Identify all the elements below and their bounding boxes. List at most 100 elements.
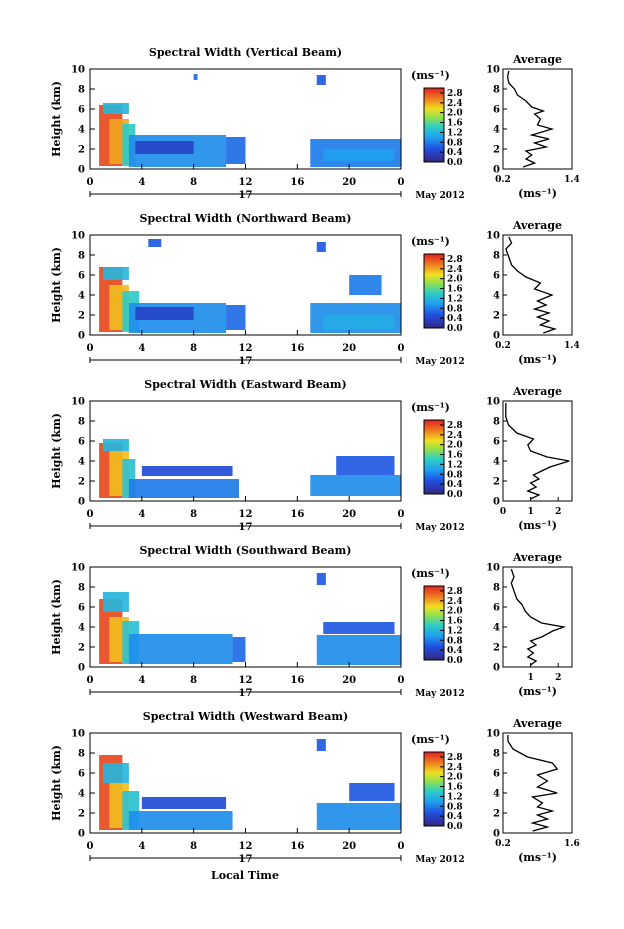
chart-title: Spectral Width (Northward Beam): [140, 212, 352, 225]
colorbar-tick-label: 2.8: [447, 753, 463, 763]
heatmap-cell: [102, 103, 129, 114]
average-title: Average: [512, 717, 562, 730]
heatmap-cells: [99, 239, 401, 333]
avg-y-tick-label: 2: [493, 311, 500, 322]
avg-y-tick-label: 8: [493, 85, 500, 96]
heatmap-cell: [102, 439, 129, 451]
y-tick-label: 6: [78, 437, 85, 448]
colorbar-tick-label: 0.8: [447, 802, 463, 812]
avg-x-tick-label: 1: [527, 507, 533, 517]
colorbar-tick-label: 2.0: [447, 109, 463, 119]
heatmap-cell: [316, 635, 401, 665]
y-axis-label: Height (km): [50, 579, 63, 655]
avg-y-tick-label: 0: [493, 331, 500, 342]
heatmap-cell: [349, 783, 395, 801]
avg-y-tick-label: 8: [493, 251, 500, 262]
x-tick-label: 4: [138, 177, 145, 188]
avg-y-tick-label: 4: [493, 623, 500, 634]
month-label: May 2012: [415, 357, 464, 367]
colorbar-tick-label: 2.4: [447, 265, 463, 275]
colorbar-tick-label: 1.6: [447, 783, 463, 793]
heatmap-cell: [316, 803, 401, 830]
heatmap-cells: [99, 439, 401, 498]
colorbar-tick-label: 0.0: [447, 324, 463, 334]
colorbar-tick-label: 0.0: [447, 822, 463, 832]
colorbar-tick-label: 0.0: [447, 490, 463, 500]
heatmap-cell: [310, 475, 401, 496]
colorbar-tick-label: 1.6: [447, 617, 463, 627]
colorbar-tick-label: 2.4: [447, 597, 463, 607]
y-tick-label: 0: [78, 663, 85, 674]
average-frame: [502, 566, 573, 668]
colorbar-tick-label: 2.4: [447, 431, 463, 441]
heatmap-cell: [323, 622, 395, 634]
average-profile-line: [506, 70, 555, 168]
avg-y-tick-label: 4: [493, 789, 500, 800]
colorbar-tick-label: 1.2: [447, 460, 463, 470]
heatmap-cell: [128, 811, 233, 830]
chart-panel-4: Spectral Width (Westward Beam) 0 2 4 6 8 10 0 4 8…: [50, 710, 580, 865]
colorbar-tick-label: 0.8: [447, 304, 463, 314]
colorbar-tick-label: 0.8: [447, 636, 463, 646]
average-profile-line: [505, 403, 570, 500]
x-tick-label: 20: [342, 675, 356, 686]
avg-y-tick-label: 2: [493, 643, 500, 654]
heatmap-cell: [316, 739, 326, 751]
colorbar-tick-label: 0.4: [447, 314, 463, 324]
avg-x-tick-label: 1: [527, 673, 533, 683]
y-axis-label: Height (km): [50, 413, 63, 489]
avg-y-tick-label: 2: [493, 809, 500, 820]
heatmap-cell: [102, 267, 129, 280]
heatmap-cell: [102, 763, 129, 783]
heatmap-cells: [99, 739, 401, 830]
x-tick-label: 8: [190, 177, 197, 188]
avg-x-tick-label: 0.2: [495, 175, 511, 185]
avg-y-tick-label: 6: [493, 437, 500, 448]
y-tick-label: 2: [78, 145, 85, 156]
x-tick-label: 20: [342, 841, 356, 852]
heatmap-cell: [323, 149, 395, 161]
y-tick-label: 4: [78, 789, 85, 800]
avg-y-tick-label: 0: [493, 663, 500, 674]
colorbar-tick-label: 0.4: [447, 480, 463, 490]
avg-y-tick-label: 6: [493, 603, 500, 614]
y-tick-label: 10: [71, 729, 85, 740]
y-tick-label: 2: [78, 477, 85, 488]
avg-x-tick-label: 0.2: [495, 839, 511, 849]
average-frame: [502, 234, 573, 336]
y-tick-label: 6: [78, 769, 85, 780]
x-tick-label: 0: [398, 675, 405, 686]
y-tick-label: 10: [71, 231, 85, 242]
y-axis-label: Height (km): [50, 81, 63, 157]
heatmap-cells: [99, 74, 401, 167]
heatmap-cell: [232, 637, 246, 662]
colorbar-tick-label: 2.8: [447, 587, 463, 597]
day-label: 17: [239, 190, 253, 201]
heatmap-cell: [226, 305, 246, 330]
avg-y-tick-label: 6: [493, 271, 500, 282]
month-label: May 2012: [415, 191, 464, 201]
avg-y-tick-label: 6: [493, 769, 500, 780]
colorbar-tick-label: 1.2: [447, 294, 463, 304]
y-tick-label: 2: [78, 643, 85, 654]
y-tick-label: 4: [78, 457, 85, 468]
y-tick-label: 2: [78, 809, 85, 820]
heatmap-cell: [336, 456, 395, 475]
chart-title: Spectral Width (Westward Beam): [143, 710, 348, 723]
x-tick-label: 16: [290, 841, 304, 852]
colorbar-unit: (ms⁻¹): [411, 69, 450, 82]
colorbar-tick-label: 2.0: [447, 773, 463, 783]
y-tick-label: 8: [78, 749, 85, 760]
average-frame: [502, 68, 573, 170]
heatmap-cell: [148, 239, 162, 247]
chart-title: Spectral Width (Southward Beam): [139, 544, 351, 557]
colorbar: [423, 751, 445, 827]
x-tick-label: 12: [239, 675, 253, 686]
colorbar-tick-label: 1.6: [447, 451, 463, 461]
heatmap-cell: [102, 592, 129, 612]
heatmap-cell: [128, 479, 240, 498]
avg-x-tick-label: 0.2: [495, 341, 511, 351]
avg-x-tick-label: 2: [555, 673, 561, 683]
